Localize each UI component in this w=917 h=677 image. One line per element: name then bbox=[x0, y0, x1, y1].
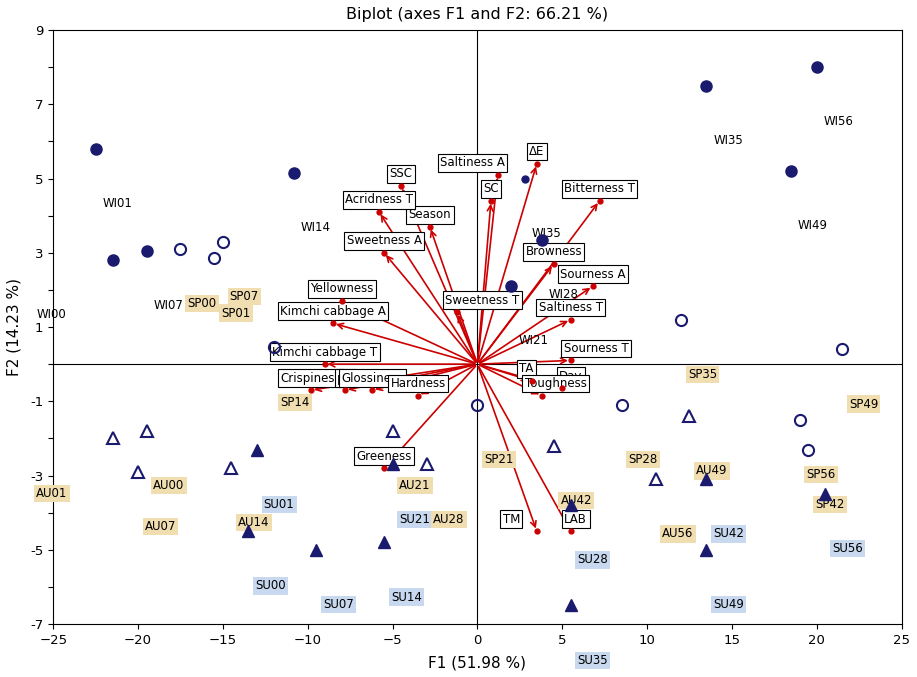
Text: WI07: WI07 bbox=[153, 299, 183, 312]
Text: ΔE: ΔE bbox=[529, 145, 545, 158]
Text: Glossiness: Glossiness bbox=[341, 372, 403, 385]
Text: SP21: SP21 bbox=[484, 453, 514, 466]
Text: Greeness: Greeness bbox=[357, 450, 412, 462]
Text: WI35: WI35 bbox=[713, 134, 743, 147]
Text: SSC: SSC bbox=[390, 167, 413, 180]
Text: AU07: AU07 bbox=[145, 520, 176, 533]
Text: AU14: AU14 bbox=[238, 517, 270, 529]
Text: SU00: SU00 bbox=[255, 580, 286, 592]
Text: WI49: WI49 bbox=[798, 219, 828, 232]
Text: SU21: SU21 bbox=[400, 512, 430, 525]
Text: WI00: WI00 bbox=[37, 309, 66, 322]
Text: Browness: Browness bbox=[525, 245, 582, 259]
Text: SP01: SP01 bbox=[221, 307, 250, 320]
Text: SP00: SP00 bbox=[187, 297, 216, 310]
Text: TA: TA bbox=[519, 362, 534, 375]
Text: Toughness: Toughness bbox=[525, 377, 586, 390]
Text: SU14: SU14 bbox=[391, 590, 422, 604]
Text: WI56: WI56 bbox=[823, 116, 854, 129]
Text: AU28: AU28 bbox=[434, 512, 465, 525]
Text: SP56: SP56 bbox=[807, 468, 835, 481]
Text: Hardness: Hardness bbox=[391, 377, 446, 390]
Text: Saltiness T: Saltiness T bbox=[538, 301, 602, 314]
Text: SP28: SP28 bbox=[628, 453, 657, 466]
Text: AU00: AU00 bbox=[153, 479, 184, 492]
Text: SP14: SP14 bbox=[281, 395, 310, 409]
Text: Crispiness: Crispiness bbox=[281, 372, 341, 385]
Text: WI35: WI35 bbox=[532, 227, 561, 240]
Text: Sweetness T: Sweetness T bbox=[446, 294, 520, 307]
Text: Kimchi cabbage A: Kimchi cabbage A bbox=[281, 305, 386, 318]
Text: SU42: SU42 bbox=[713, 527, 744, 540]
Text: SP49: SP49 bbox=[849, 397, 878, 410]
Text: LAB: LAB bbox=[564, 512, 587, 525]
Text: WI14: WI14 bbox=[301, 221, 331, 234]
Text: Yellowness: Yellowness bbox=[310, 282, 373, 295]
Y-axis label: F2 (14.23 %): F2 (14.23 %) bbox=[7, 278, 22, 376]
Text: WI01: WI01 bbox=[103, 197, 132, 210]
Text: AU21: AU21 bbox=[400, 479, 431, 492]
Title: Biplot (axes F1 and F2: 66.21 %): Biplot (axes F1 and F2: 66.21 %) bbox=[347, 7, 609, 22]
Text: SU35: SU35 bbox=[578, 654, 608, 667]
X-axis label: F1 (51.98 %): F1 (51.98 %) bbox=[428, 655, 526, 670]
Text: Day: Day bbox=[559, 370, 582, 383]
Text: Sourness A: Sourness A bbox=[560, 267, 625, 281]
Text: SP07: SP07 bbox=[229, 290, 259, 303]
Text: WI28: WI28 bbox=[548, 288, 579, 301]
Text: pH: pH bbox=[337, 372, 353, 385]
Text: Sweetness A: Sweetness A bbox=[347, 234, 422, 247]
Text: AU49: AU49 bbox=[696, 464, 728, 477]
Text: SU01: SU01 bbox=[263, 498, 294, 510]
Text: AU01: AU01 bbox=[37, 487, 68, 500]
Text: AU42: AU42 bbox=[560, 494, 592, 507]
Text: Sourness T: Sourness T bbox=[564, 342, 628, 355]
Text: Kimchi cabbage T: Kimchi cabbage T bbox=[272, 345, 377, 359]
Text: SU56: SU56 bbox=[832, 542, 863, 555]
Text: SP35: SP35 bbox=[688, 368, 717, 381]
Text: SC: SC bbox=[483, 182, 499, 195]
Text: Acridness T: Acridness T bbox=[345, 194, 413, 206]
Text: Saltiness A: Saltiness A bbox=[440, 156, 504, 169]
Text: WI21: WI21 bbox=[518, 334, 548, 347]
Text: Bitterness T: Bitterness T bbox=[564, 182, 635, 195]
Text: Season: Season bbox=[409, 209, 451, 221]
Text: SU49: SU49 bbox=[713, 598, 744, 611]
Text: SU07: SU07 bbox=[323, 598, 354, 611]
Text: TM: TM bbox=[503, 512, 520, 525]
Text: AU56: AU56 bbox=[662, 527, 693, 540]
Text: SP42: SP42 bbox=[815, 498, 845, 510]
Text: SU28: SU28 bbox=[578, 554, 608, 567]
